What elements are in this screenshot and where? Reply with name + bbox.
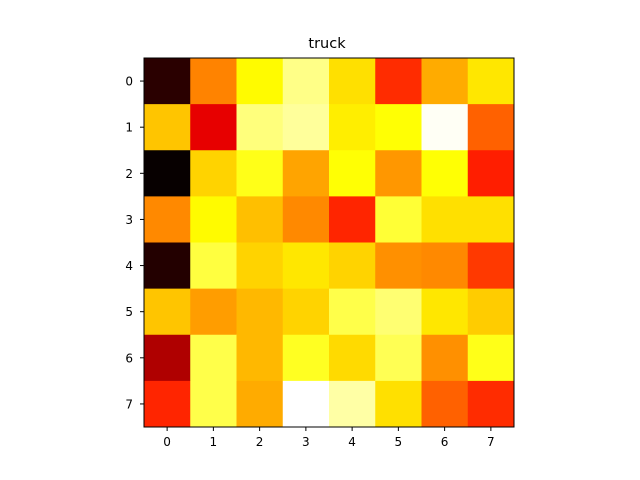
heatmap-cell-4-6	[421, 242, 469, 290]
y-tick-label: 2	[125, 167, 133, 181]
x-tick-label: 0	[163, 435, 171, 449]
heatmap-cell-6-0	[144, 334, 191, 382]
heatmap-cell-3-6	[421, 196, 469, 244]
heatmap-cell-7-2	[236, 380, 284, 428]
heatmap-cell-7-3	[282, 380, 330, 428]
heatmap-cell-6-5	[375, 334, 422, 382]
y-tick-label: 1	[125, 121, 133, 135]
heatmap-cell-1-1	[190, 104, 237, 151]
heatmap-cell-1-7	[467, 104, 515, 151]
heatmap-cell-2-4	[329, 150, 376, 197]
heatmap-cell-4-7	[467, 242, 515, 290]
heatmap-cell-2-6	[421, 150, 469, 197]
heatmap-cell-0-0	[144, 58, 191, 105]
heatmap-cell-5-2	[236, 288, 284, 336]
heatmap-cell-2-5	[375, 150, 422, 197]
heatmap-cell-5-7	[467, 288, 515, 336]
heatmap-cell-2-3	[282, 150, 330, 197]
heatmap-cell-4-5	[375, 242, 422, 290]
y-tick-label: 0	[125, 75, 133, 89]
heatmap-cell-3-1	[190, 196, 237, 244]
heatmap-cell-6-2	[236, 334, 284, 382]
x-tick-label: 1	[210, 435, 218, 449]
heatmap-cell-7-7	[467, 380, 515, 428]
heatmap-cell-0-5	[375, 58, 422, 105]
heatmap-cells	[144, 58, 515, 428]
x-tick-label: 3	[302, 435, 310, 449]
heatmap-cell-6-1	[190, 334, 237, 382]
heatmap-cell-1-4	[329, 104, 376, 151]
heatmap-cell-4-0	[144, 242, 191, 290]
x-tick-label: 2	[256, 435, 264, 449]
heatmap-cell-3-5	[375, 196, 422, 244]
heatmap-cell-3-3	[282, 196, 330, 244]
heatmap-cell-4-4	[329, 242, 376, 290]
x-tick-label: 6	[441, 435, 449, 449]
heatmap-cell-7-1	[190, 380, 237, 428]
heatmap-cell-7-0	[144, 380, 191, 428]
heatmap-cell-5-3	[282, 288, 330, 336]
y-tick-label: 6	[125, 351, 133, 365]
heatmap-cell-3-2	[236, 196, 284, 244]
heatmap-cell-2-2	[236, 150, 284, 197]
heatmap-cell-7-5	[375, 380, 422, 428]
chart-title: truck	[308, 36, 346, 52]
heatmap-cell-5-5	[375, 288, 422, 336]
heatmap-cell-0-4	[329, 58, 376, 105]
heatmap-cell-2-0	[144, 150, 191, 197]
y-tick-label: 4	[125, 259, 133, 273]
x-tick-label: 4	[348, 435, 356, 449]
heatmap-cell-4-2	[236, 242, 284, 290]
x-axis: 0 1 2 3 4 5 6 7	[163, 427, 495, 449]
heatmap-cell-0-3	[282, 58, 330, 105]
heatmap-cell-2-7	[467, 150, 515, 197]
heatmap-cell-4-3	[282, 242, 330, 290]
y-tick-label: 7	[125, 397, 133, 411]
x-tick-label: 5	[395, 435, 403, 449]
heatmap-cell-4-1	[190, 242, 237, 290]
heatmap-cell-5-6	[421, 288, 469, 336]
y-tick-label: 5	[125, 305, 133, 319]
y-tick-label: 3	[125, 213, 133, 227]
heatmap-cell-6-7	[467, 334, 515, 382]
heatmap-cell-0-2	[236, 58, 284, 105]
heatmap-cell-0-7	[467, 58, 515, 105]
heatmap-cell-1-6	[421, 104, 469, 151]
heatmap-cell-5-4	[329, 288, 376, 336]
heatmap-cell-1-5	[375, 104, 422, 151]
heatmap-cell-6-3	[282, 334, 330, 382]
heatmap-cell-5-0	[144, 288, 191, 336]
heatmap-cell-1-3	[282, 104, 330, 151]
heatmap-cell-7-4	[329, 380, 376, 428]
heatmap-cell-1-0	[144, 104, 191, 151]
heatmap-cell-6-6	[421, 334, 469, 382]
heatmap-cell-1-2	[236, 104, 284, 151]
heatmap-cell-2-1	[190, 150, 237, 197]
heatmap-cell-6-4	[329, 334, 376, 382]
heatmap-cell-5-1	[190, 288, 237, 336]
heatmap-cell-7-6	[421, 380, 469, 428]
heatmap-cell-0-6	[421, 58, 469, 105]
x-tick-label: 7	[487, 435, 495, 449]
axes-frame	[143, 57, 515, 428]
heatmap-cell-0-1	[190, 58, 237, 105]
heatmap-cell-3-0	[144, 196, 191, 244]
y-axis: 0 1 2 3 4 5 6 7	[125, 75, 144, 411]
heatmap-cell-3-7	[467, 196, 515, 244]
heatmap-cell-3-4	[329, 196, 376, 244]
